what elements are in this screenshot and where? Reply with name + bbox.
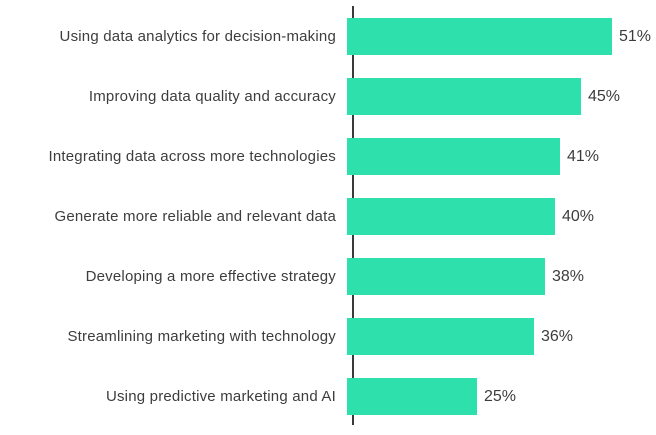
- bar-row: Using data analytics for decision-making…: [0, 18, 656, 55]
- value-label: 36%: [541, 327, 574, 345]
- value-label: 45%: [588, 87, 621, 105]
- category-label: Using data analytics for decision-making: [59, 28, 336, 45]
- category-label: Streamlining marketing with technology: [67, 328, 336, 345]
- bar-area: 36%: [345, 318, 656, 355]
- bar: [347, 78, 581, 115]
- category-label: Integrating data across more technologie…: [48, 148, 336, 165]
- category-label: Using predictive marketing and AI: [105, 388, 336, 405]
- bar-area: 40%: [345, 198, 656, 235]
- bar-row: Integrating data across more technologie…: [0, 138, 656, 175]
- bar-row: Generate more reliable and relevant data…: [0, 198, 656, 235]
- bar-row: Using predictive marketing and AI 25%: [0, 378, 656, 415]
- bar: [347, 318, 534, 355]
- category-label: Developing a more effective strategy: [85, 268, 336, 285]
- bar: [347, 258, 545, 295]
- bar-area: 25%: [345, 378, 656, 415]
- value-label: 40%: [562, 207, 595, 225]
- bar: [347, 378, 477, 415]
- bar: [347, 198, 555, 235]
- value-label: 51%: [619, 27, 652, 45]
- value-label: 38%: [552, 267, 585, 285]
- bar-row: Developing a more effective strategy 38%: [0, 258, 656, 295]
- bar-area: 38%: [345, 258, 656, 295]
- bar-area: 51%: [345, 18, 656, 55]
- value-label: 41%: [567, 147, 600, 165]
- category-label: Generate more reliable and relevant data: [54, 208, 336, 225]
- bar-row: Streamlining marketing with technology 3…: [0, 318, 656, 355]
- bar-rows: Using data analytics for decision-making…: [0, 18, 656, 415]
- bar-row: Improving data quality and accuracy 45%: [0, 78, 656, 115]
- value-label: 25%: [484, 387, 517, 405]
- bar: [347, 18, 612, 55]
- category-label: Improving data quality and accuracy: [88, 88, 336, 105]
- bar-area: 41%: [345, 138, 656, 175]
- bar-area: 45%: [345, 78, 656, 115]
- bar: [347, 138, 560, 175]
